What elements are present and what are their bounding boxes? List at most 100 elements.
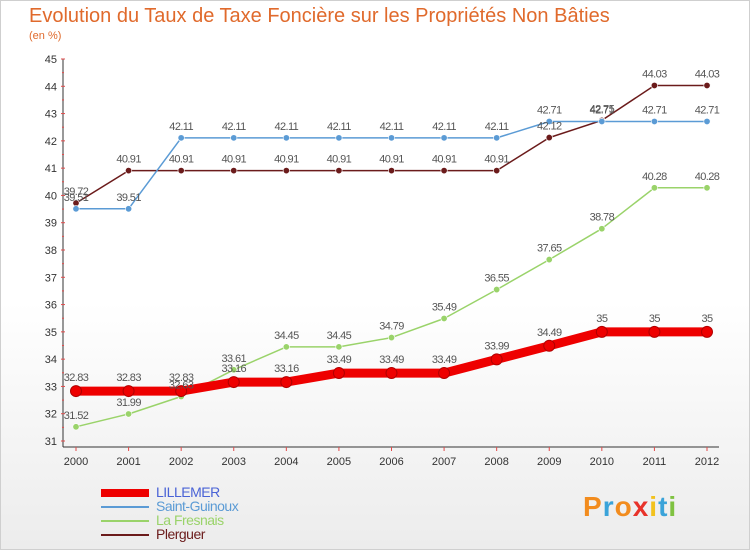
data-label-lillemer: 33.16	[274, 363, 299, 375]
data-label-la-fresnais: 34.45	[274, 330, 299, 342]
y-tick-label: 33	[45, 381, 57, 393]
data-label-plerguer: 44.03	[642, 68, 667, 80]
legend-swatch	[101, 489, 149, 497]
data-label-plerguer: 44.03	[695, 68, 720, 80]
data-label-saint-guinoux: 42.11	[169, 121, 193, 133]
y-tick-label: 32	[45, 409, 57, 421]
x-tick-label: 2000	[64, 456, 88, 468]
data-point-la-fresnais	[440, 314, 448, 322]
data-label-plerguer: 39.72	[64, 186, 89, 198]
data-point-plerguer	[230, 167, 238, 175]
data-point-saint-guinoux	[230, 134, 238, 142]
legend-label: Saint-Guinoux	[156, 498, 239, 514]
logo-letter: i	[668, 491, 678, 522]
data-point-la-fresnais	[598, 225, 606, 233]
data-label-saint-guinoux: 42.11	[222, 121, 246, 133]
data-point-saint-guinoux	[440, 134, 448, 142]
x-tick-label: 2010	[590, 456, 614, 468]
data-label-la-fresnais: 38.78	[590, 212, 615, 224]
data-label-la-fresnais: 40.28	[695, 171, 720, 183]
data-point-lillemer	[332, 367, 345, 380]
data-label-lillemer: 33.49	[327, 354, 352, 366]
data-label-la-fresnais: 33.61	[221, 353, 246, 365]
legend-swatch	[101, 534, 149, 536]
x-tick-label: 2012	[695, 456, 719, 468]
data-point-plerguer	[493, 167, 501, 175]
data-point-la-fresnais	[545, 256, 553, 264]
data-label-plerguer: 40.91	[379, 154, 404, 166]
data-label-lillemer: 32.83	[116, 372, 141, 384]
data-point-la-fresnais	[335, 343, 343, 351]
unit-label: (en %)	[29, 30, 62, 42]
y-tick-label: 41	[45, 163, 57, 175]
legend-label: LILLEMER	[156, 484, 220, 500]
chart-title: Evolution du Taux de Taxe Foncière sur l…	[29, 5, 610, 27]
data-label-la-fresnais: 31.52	[64, 410, 89, 422]
data-point-la-fresnais	[72, 423, 80, 431]
data-point-la-fresnais	[703, 184, 711, 192]
x-tick-label: 2001	[116, 456, 140, 468]
data-label-lillemer: 32.83	[169, 372, 194, 384]
data-point-lillemer	[595, 325, 608, 338]
y-tick-label: 35	[45, 327, 57, 339]
data-label-plerguer: 40.91	[169, 154, 194, 166]
data-label-plerguer: 40.91	[327, 154, 352, 166]
logo-letter: i	[649, 491, 659, 522]
x-tick-label: 2009	[537, 456, 561, 468]
data-label-plerguer: 40.91	[116, 154, 141, 166]
legend-label: La Fresnais	[156, 512, 224, 528]
data-label-lillemer: 32.83	[64, 372, 89, 384]
data-point-plerguer	[650, 81, 658, 89]
data-label-saint-guinoux: 39.51	[116, 192, 141, 204]
data-label-lillemer: 33.16	[221, 363, 246, 375]
data-label-saint-guinoux: 42.11	[485, 121, 509, 133]
data-label-la-fresnais: 34.79	[379, 321, 404, 333]
data-label-lillemer: 35	[596, 313, 608, 325]
data-point-saint-guinoux	[282, 134, 290, 142]
data-label-plerguer: 40.91	[221, 154, 246, 166]
y-tick-label: 38	[45, 245, 57, 257]
logo-letter: r	[602, 491, 615, 522]
data-label-saint-guinoux: 42.71	[537, 104, 562, 116]
data-label-saint-guinoux: 42.71	[590, 104, 615, 116]
data-label-saint-guinoux: 42.71	[642, 104, 667, 116]
data-point-la-fresnais	[387, 334, 395, 342]
data-point-plerguer	[703, 81, 711, 89]
x-tick-label: 2005	[327, 456, 351, 468]
y-tick-label: 44	[45, 81, 57, 93]
data-label-la-fresnais: 37.65	[537, 243, 562, 255]
logo-letter: x	[632, 491, 650, 522]
data-point-la-fresnais	[650, 184, 658, 192]
x-tick-label: 2011	[643, 456, 667, 468]
data-point-lillemer	[648, 325, 661, 338]
x-tick-label: 2003	[222, 456, 246, 468]
x-tick-label: 2006	[379, 456, 403, 468]
logo-letter: o	[614, 491, 633, 522]
data-label-la-fresnais: 35.49	[432, 301, 457, 313]
x-tick-label: 2002	[169, 456, 193, 468]
y-tick-label: 39	[45, 218, 57, 230]
data-point-lillemer	[701, 325, 713, 338]
data-point-saint-guinoux	[335, 134, 343, 142]
data-point-saint-guinoux	[598, 117, 606, 125]
data-label-lillemer: 33.99	[484, 340, 509, 352]
data-point-la-fresnais	[230, 366, 238, 374]
data-point-saint-guinoux	[72, 205, 80, 213]
data-point-saint-guinoux	[125, 205, 133, 213]
axes: 31 32 33 34 35 36 37 38 39 40 41 42 43 44 45 2000 2001 20…	[45, 54, 719, 468]
data-label-saint-guinoux: 42.11	[274, 121, 298, 133]
data-label-plerguer: 42.75	[590, 103, 615, 115]
x-tick-label: 2004	[274, 456, 298, 468]
data-point-lillemer	[70, 385, 82, 398]
data-point-plerguer	[545, 134, 553, 142]
data-point-lillemer	[122, 385, 135, 398]
data-point-lillemer	[438, 367, 451, 380]
y-tick-label: 37	[45, 272, 57, 284]
data-label-saint-guinoux: 39.51	[64, 192, 89, 204]
data-point-la-fresnais	[493, 286, 501, 294]
data-label-saint-guinoux: 42.11	[327, 121, 351, 133]
data-label-la-fresnais: 34.45	[327, 330, 352, 342]
data-label-plerguer: 42.12	[537, 121, 562, 133]
data-label-lillemer: 34.49	[537, 327, 562, 339]
